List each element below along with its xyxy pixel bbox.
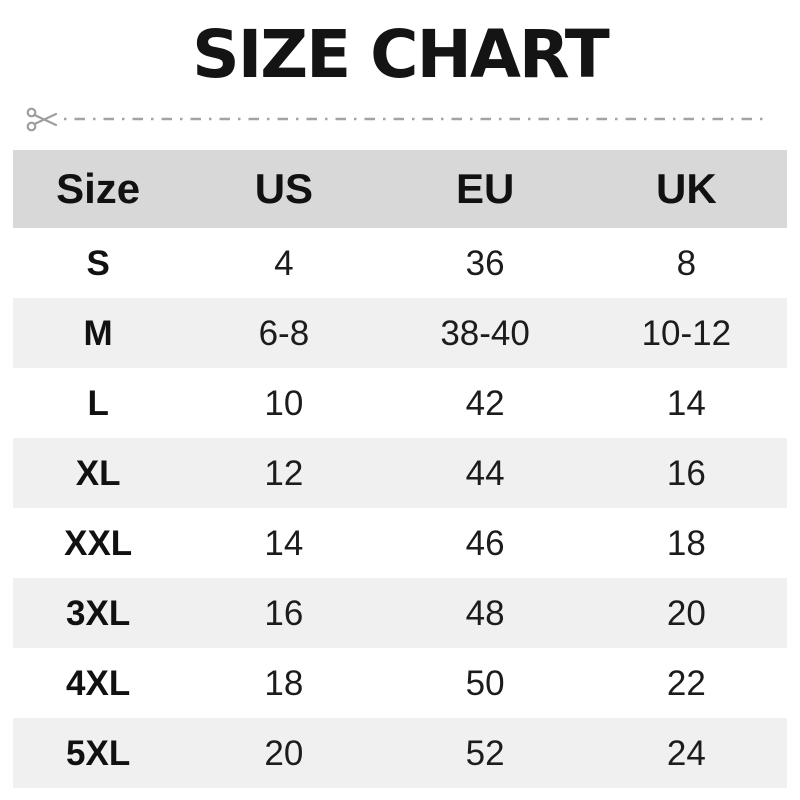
cut-line [26, 103, 770, 135]
cell-uk: 14 [666, 383, 706, 423]
cell-size: L [87, 383, 109, 423]
cell-size: M [83, 313, 113, 353]
cell-eu: 44 [465, 453, 505, 493]
cell-uk: 24 [666, 733, 706, 773]
cell-size: S [86, 243, 110, 283]
cell-us: 14 [264, 523, 304, 563]
cell-uk: 22 [666, 663, 706, 703]
cell-uk: 10-12 [641, 313, 732, 353]
cell-us: 10 [264, 383, 304, 423]
table-row: 5XL 20 52 24 [13, 718, 787, 788]
cell-us: 16 [264, 593, 304, 633]
cell-size: XL [75, 453, 121, 493]
cell-size: 3XL [66, 593, 131, 633]
cell-us: 12 [264, 453, 304, 493]
scissors-icon [26, 107, 58, 131]
cell-eu: 50 [465, 663, 505, 703]
table-row: 3XL 16 48 20 [13, 578, 787, 648]
cut-dashed-line [64, 117, 770, 121]
header-cell-us: US [254, 165, 314, 212]
cell-uk: 8 [676, 243, 697, 283]
cell-size: 5XL [66, 733, 131, 773]
table-row: S 4 36 8 [13, 228, 787, 298]
header-cell-eu: EU [455, 165, 515, 212]
cell-uk: 20 [666, 593, 706, 633]
cell-size: XXL [64, 523, 133, 563]
page-title: SIZE CHART [192, 16, 610, 93]
cell-eu: 48 [465, 593, 505, 633]
table-row: XL 12 44 16 [13, 438, 787, 508]
table-row: M 6-8 38-40 10-12 [13, 298, 787, 368]
cell-eu: 46 [465, 523, 505, 563]
table-row: 4XL 18 50 22 [13, 648, 787, 718]
cell-us: 6-8 [258, 313, 310, 353]
cell-eu: 52 [465, 733, 505, 773]
cell-us: 20 [264, 733, 304, 773]
cell-eu: 42 [465, 383, 505, 423]
header-cell-size: Size [56, 165, 141, 212]
table-row: XXL 14 46 18 [13, 508, 787, 578]
cell-size: 4XL [66, 663, 131, 703]
cell-uk: 18 [666, 523, 706, 563]
table-row: L 10 42 14 [13, 368, 787, 438]
size-table: Size US EU UK S 4 36 8 M 6-8 38-40 10-12… [13, 150, 787, 788]
cell-eu: 36 [465, 243, 505, 283]
cell-eu: 38-40 [440, 313, 530, 353]
header-row: Size US EU UK [13, 150, 787, 228]
cell-uk: 16 [666, 453, 706, 493]
header-cell-uk: UK [656, 165, 717, 212]
cell-us: 4 [274, 243, 294, 283]
cell-us: 18 [264, 663, 304, 703]
